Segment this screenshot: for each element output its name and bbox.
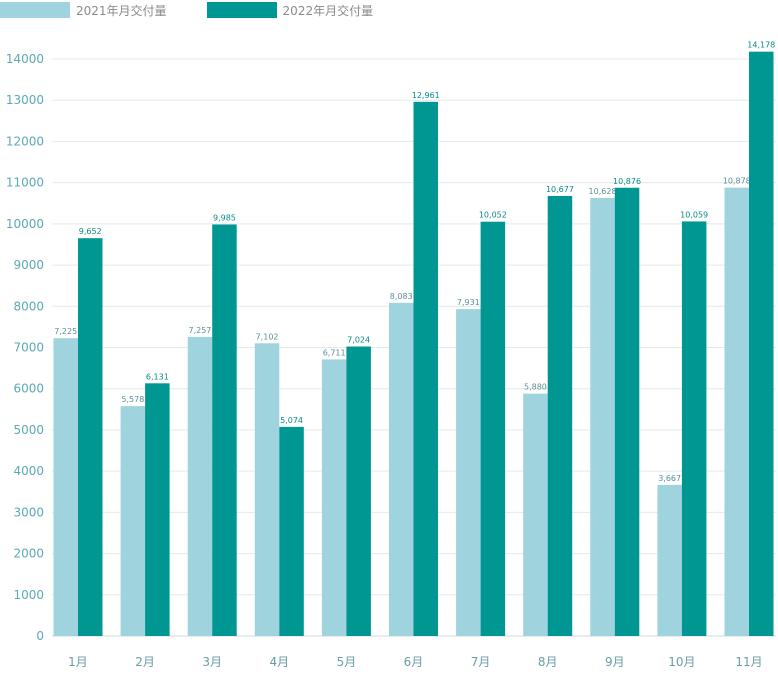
y-tick-label: 4000 <box>13 464 44 478</box>
y-tick-label: 3000 <box>13 505 44 519</box>
legend: 2021年月交付量 2022年月交付量 <box>0 0 413 20</box>
data-label: 12,961 <box>412 91 440 100</box>
bar-2022-9月 <box>614 187 640 637</box>
data-label: 9,985 <box>213 213 236 222</box>
data-label: 10,628 <box>589 187 617 196</box>
bar-2021-7月 <box>456 309 481 636</box>
legend-item-2022: 2022年月交付量 <box>206 2 374 19</box>
data-label: 6,131 <box>146 372 169 381</box>
bar-2022-6月 <box>413 101 438 636</box>
data-label: 6,711 <box>323 348 346 357</box>
bar-2021-2月 <box>120 406 146 636</box>
data-label: 10,878 <box>723 177 751 186</box>
x-tick-label: 11月 <box>735 655 762 669</box>
x-tick-label: 5月 <box>337 655 357 669</box>
data-label: 5,578 <box>121 395 144 404</box>
x-tick-label: 4月 <box>269 655 289 669</box>
data-label: 10,059 <box>680 210 708 219</box>
x-tick-label: 2月 <box>135 655 155 669</box>
data-label: 10,677 <box>546 185 574 194</box>
legend-label-2022: 2022年月交付量 <box>282 3 374 18</box>
y-tick-label: 2000 <box>13 547 44 561</box>
bar-2021-1月 <box>53 338 78 636</box>
legend-swatch-2021 <box>0 2 70 18</box>
x-tick-label: 6月 <box>404 655 424 669</box>
x-tick-label: 8月 <box>538 655 558 669</box>
bar-2021-6月 <box>389 302 414 636</box>
y-tick-label: 1000 <box>13 588 44 602</box>
bar-2022-11月 <box>749 51 774 636</box>
legend-item-2021: 2021年月交付量 <box>0 2 167 19</box>
y-tick-label: 13000 <box>6 93 44 107</box>
y-tick-label: 10000 <box>6 217 44 231</box>
bar-2022-3月 <box>212 224 237 637</box>
bar-2022-1月 <box>78 238 103 636</box>
bar-2021-3月 <box>187 336 213 636</box>
data-label: 14,178 <box>747 41 775 50</box>
data-label: 9,652 <box>79 227 102 236</box>
y-tick-label: 8000 <box>13 299 44 313</box>
y-tick-label: 12000 <box>6 134 44 148</box>
x-tick-label: 10月 <box>668 655 695 669</box>
x-tick-label: 7月 <box>471 655 491 669</box>
y-tick-label: 0 <box>36 629 44 643</box>
data-label: 7,225 <box>54 327 77 336</box>
y-tick-label: 5000 <box>13 423 44 437</box>
bar-2022-4月 <box>279 426 304 636</box>
x-tick-label: 1月 <box>68 655 88 669</box>
data-label: 5,880 <box>524 383 547 392</box>
bar-2021-5月 <box>321 359 347 636</box>
bar-2021-11月 <box>724 187 749 636</box>
data-label: 10,876 <box>613 177 641 186</box>
bar-2022-2月 <box>145 383 170 636</box>
data-label: 3,667 <box>658 474 681 483</box>
x-tick-label: 9月 <box>605 655 625 669</box>
bar-2021-8月 <box>523 393 548 636</box>
legend-swatch-2022 <box>206 2 277 18</box>
bar-2021-10月 <box>657 484 682 636</box>
data-label: 7,931 <box>457 298 480 307</box>
legend-label-2021: 2021年月交付量 <box>76 3 167 18</box>
y-tick-label: 14000 <box>6 52 44 66</box>
data-label: 5,074 <box>280 416 303 425</box>
data-label: 7,102 <box>256 332 279 341</box>
y-tick-label: 9000 <box>13 258 44 272</box>
data-label: 7,257 <box>188 326 211 335</box>
data-label: 10,052 <box>479 211 507 220</box>
data-label: 8,083 <box>390 292 413 301</box>
bar-2021-9月 <box>590 197 615 636</box>
bar-2021-4月 <box>254 343 280 636</box>
bar-2022-5月 <box>346 346 371 636</box>
bar-2022-10月 <box>681 221 707 636</box>
y-tick-label: 7000 <box>13 341 44 355</box>
data-label: 7,024 <box>347 336 370 345</box>
y-tick-label: 6000 <box>13 382 44 396</box>
bar-2022-8月 <box>547 195 573 636</box>
y-tick-label: 11000 <box>6 176 44 190</box>
x-tick-label: 3月 <box>202 655 222 669</box>
bar-2022-7月 <box>480 221 506 637</box>
